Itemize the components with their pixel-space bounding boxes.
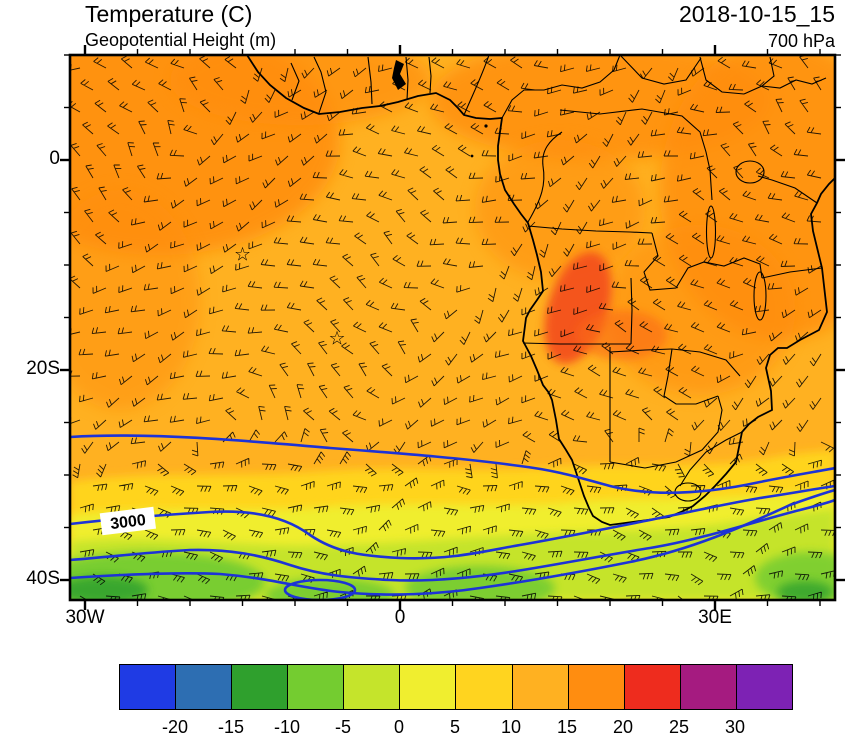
colorbar-tick--5: -5 — [334, 717, 351, 737]
colorbar-tick-5: 5 — [449, 717, 460, 737]
colorbar-tick-20: 20 — [612, 717, 634, 737]
star-marker: ☆ — [328, 329, 345, 350]
colorbar-tick-0: 0 — [393, 717, 404, 737]
star-markers: ☆☆ — [234, 245, 346, 350]
colorbar-cell-3 — [287, 665, 344, 709]
wind-barbs — [70, 55, 835, 600]
x-tick-label-30E: 30E — [698, 607, 732, 628]
axis-ticks — [60, 45, 845, 610]
colorbar-tick--15: -15 — [217, 717, 244, 737]
colorbar-tick--20: -20 — [161, 717, 188, 737]
temperature-shading — [70, 55, 835, 600]
x-tick-label-30W: 30W — [65, 607, 105, 628]
colorbar-tick--10: -10 — [273, 717, 300, 737]
x-tick-label-0: 0 — [394, 607, 406, 628]
y-tick-label-20S: 20S — [26, 358, 60, 379]
lake-volta — [392, 60, 406, 90]
colorbar-tick-30: 30 — [724, 717, 746, 737]
star-marker: ☆ — [234, 245, 251, 266]
colorbar-tick-25: 25 — [668, 717, 690, 737]
pressure-level: 700 hPa — [767, 31, 835, 51]
colorbar-cell-11 — [735, 665, 792, 709]
page-subtitle: Geopotential Height (m) — [85, 30, 277, 50]
page-title: Temperature (C) — [85, 1, 253, 27]
colorbar-cell-9 — [623, 665, 680, 709]
colorbar-cell-2 — [231, 665, 288, 709]
colorbar-cell-0 — [120, 665, 176, 709]
colorbar-cell-8 — [567, 665, 624, 709]
contour-label: 3000 — [99, 506, 157, 536]
colorbar-cell-1 — [175, 665, 232, 709]
colorbar-cell-10 — [679, 665, 736, 709]
coastlines-borders — [246, 55, 835, 526]
map-border — [68, 53, 837, 602]
colorbar-cell-4 — [343, 665, 400, 709]
valid-time: 2018-10-15_15 — [678, 1, 835, 27]
colorbar — [119, 664, 793, 710]
height-contours — [70, 434, 835, 600]
colorbar-cell-7 — [511, 665, 568, 709]
colorbar-tick-10: 10 — [500, 717, 522, 737]
colorbar-cell-6 — [455, 665, 512, 709]
contour-label-text: 3000 — [109, 512, 147, 533]
colorbar-tick-15: 15 — [556, 717, 578, 737]
colorbar-cell-5 — [399, 665, 456, 709]
y-tick-label-40S: 40S — [26, 568, 60, 589]
y-tick-label-0: 0 — [49, 148, 60, 169]
